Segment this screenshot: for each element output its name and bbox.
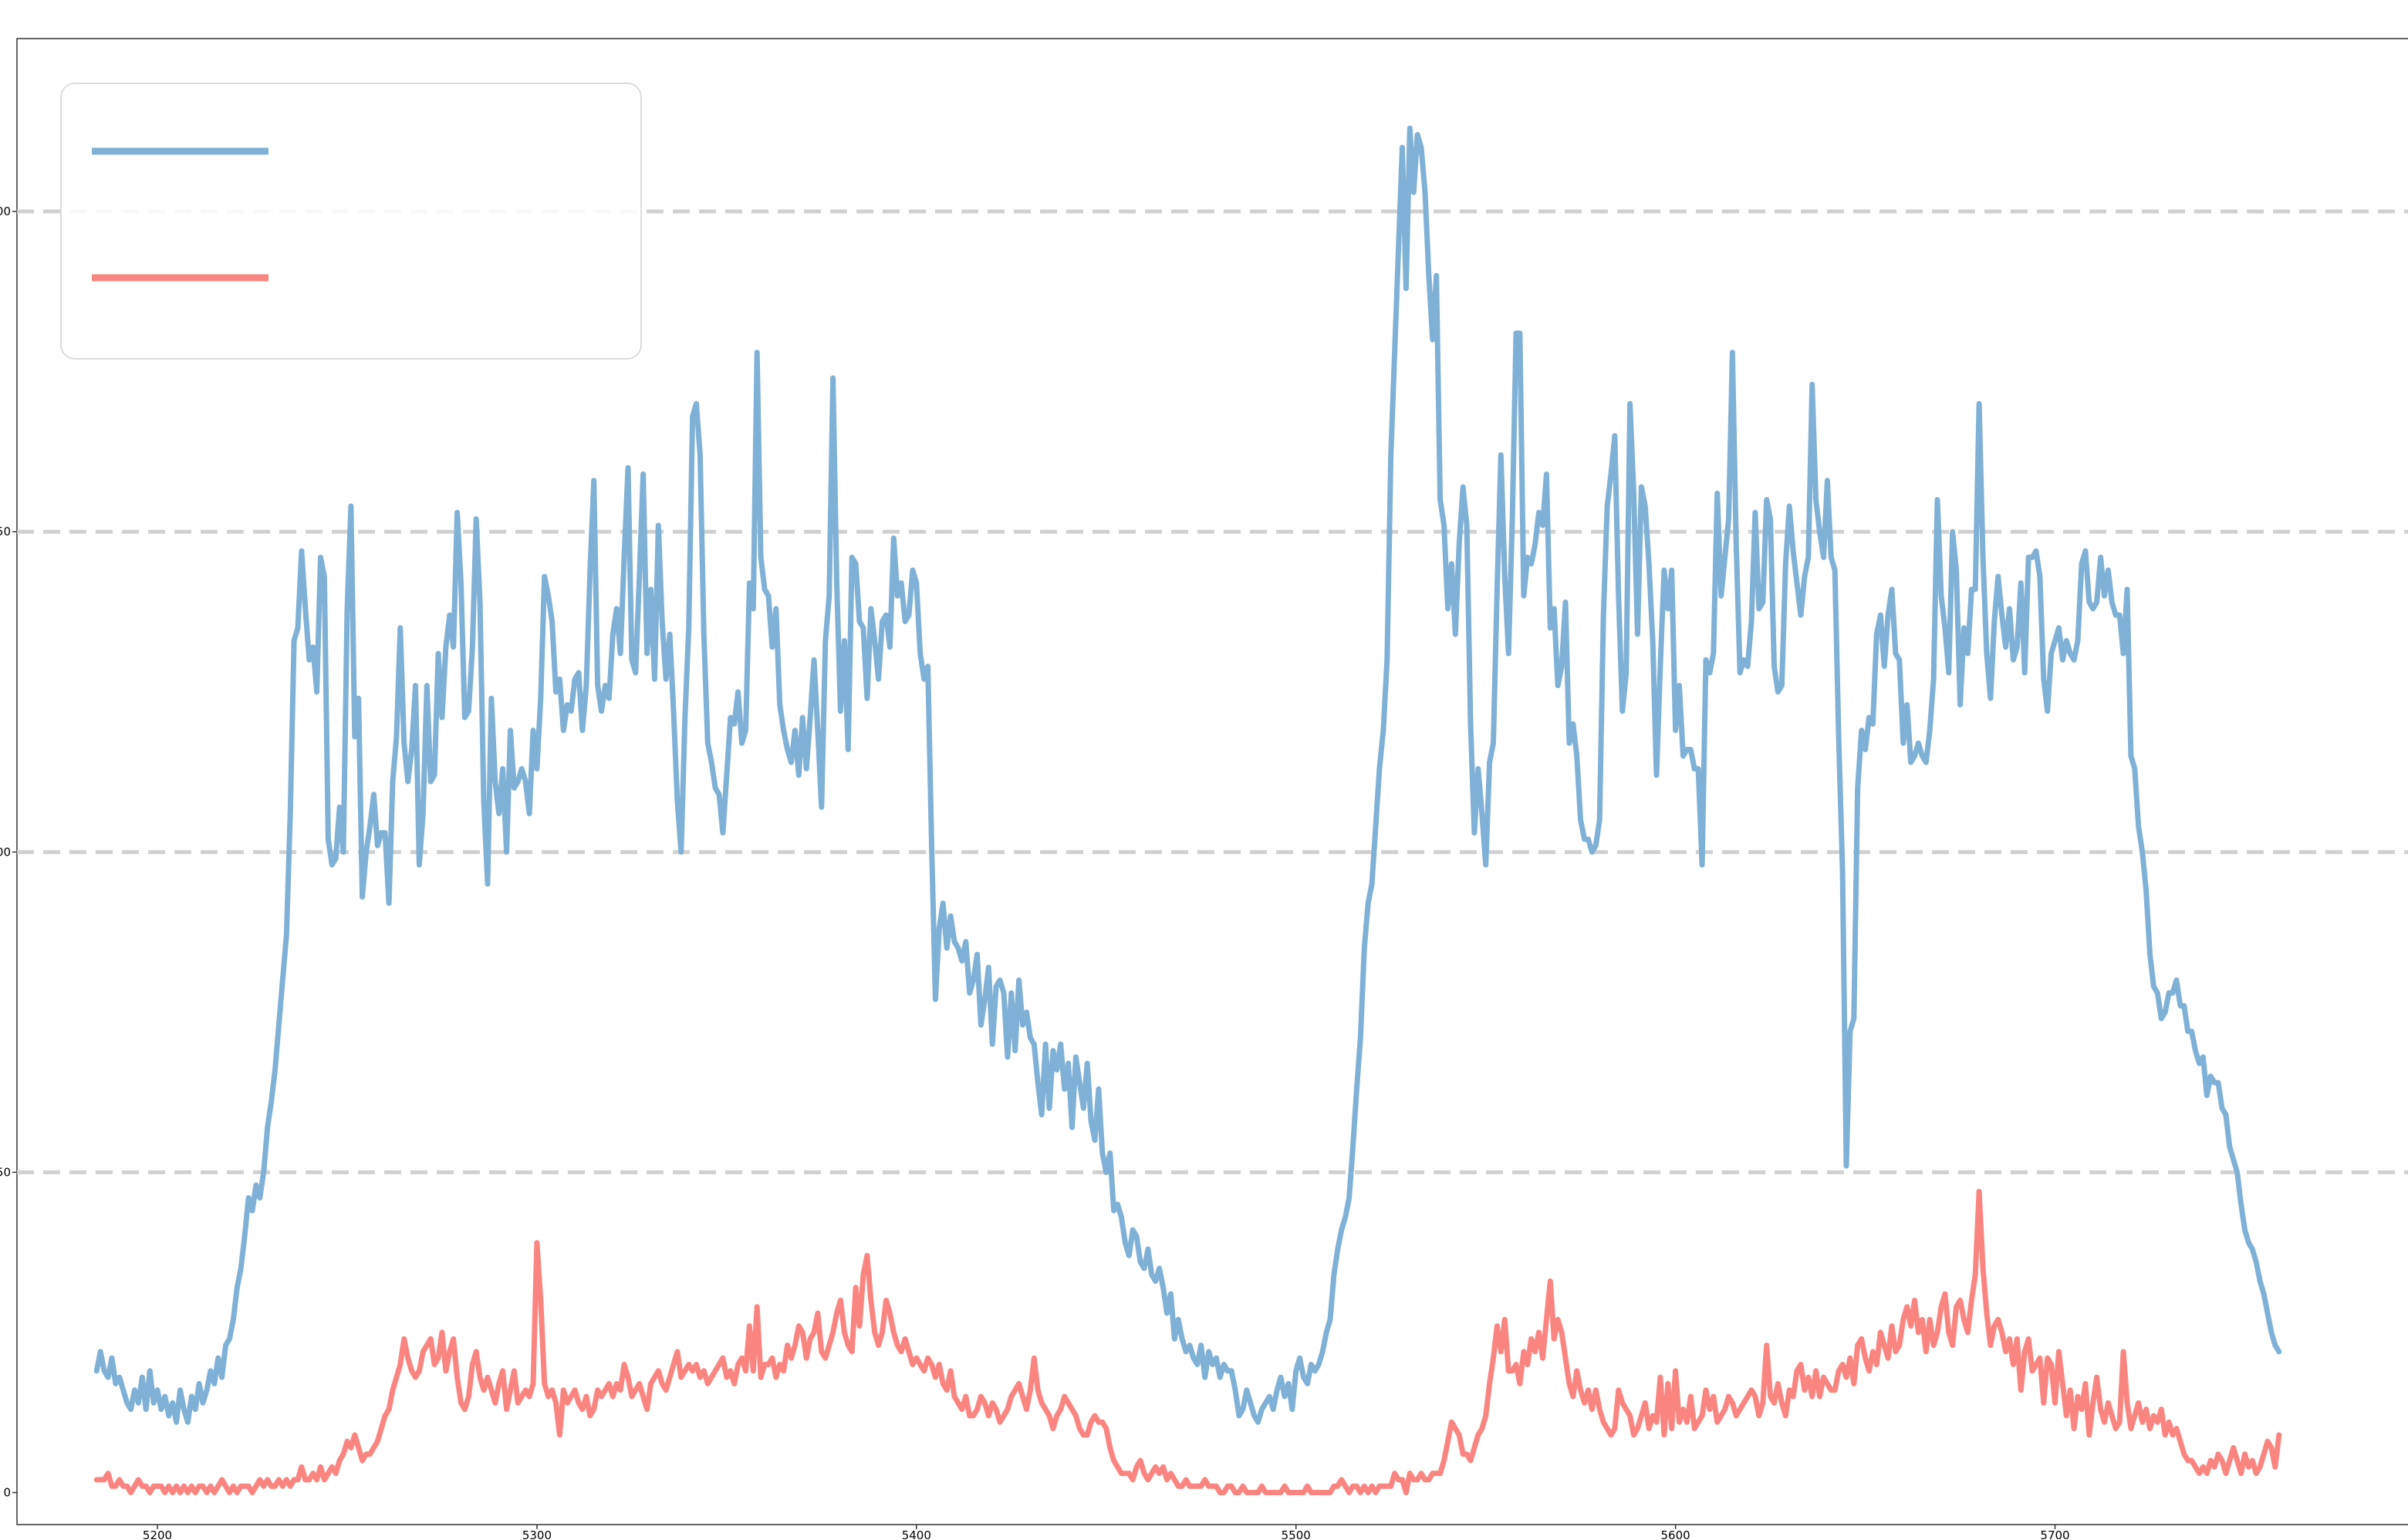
x-axis: 5200 5300 5400 5500 5600 5700 [143,1525,2070,1540]
y-tick-label: 150 [0,525,11,539]
legend-box [60,83,642,360]
series-b-line [93,1188,2282,1495]
series-a-line [93,125,2282,1425]
y-tick-label: 200 [0,204,11,218]
x-tick-label: 5200 [143,1528,172,1540]
y-tick-label: 0 [3,1485,11,1499]
x-tick-label: 5500 [1282,1528,1311,1540]
x-tick-label: 5300 [522,1528,552,1540]
y-tick-label: 100 [0,845,11,859]
y-axis: 0 50 100 150 200 [0,204,17,1499]
x-tick-label: 5400 [902,1528,931,1540]
legend-entries [92,147,268,282]
y-tick-label: 50 [0,1165,11,1179]
plot-area-frame [16,38,2408,1525]
legend [60,83,642,360]
x-tick-label: 5700 [2040,1528,2069,1540]
series-layer [93,125,2282,1495]
x-tick-label: 5600 [1661,1528,1690,1540]
